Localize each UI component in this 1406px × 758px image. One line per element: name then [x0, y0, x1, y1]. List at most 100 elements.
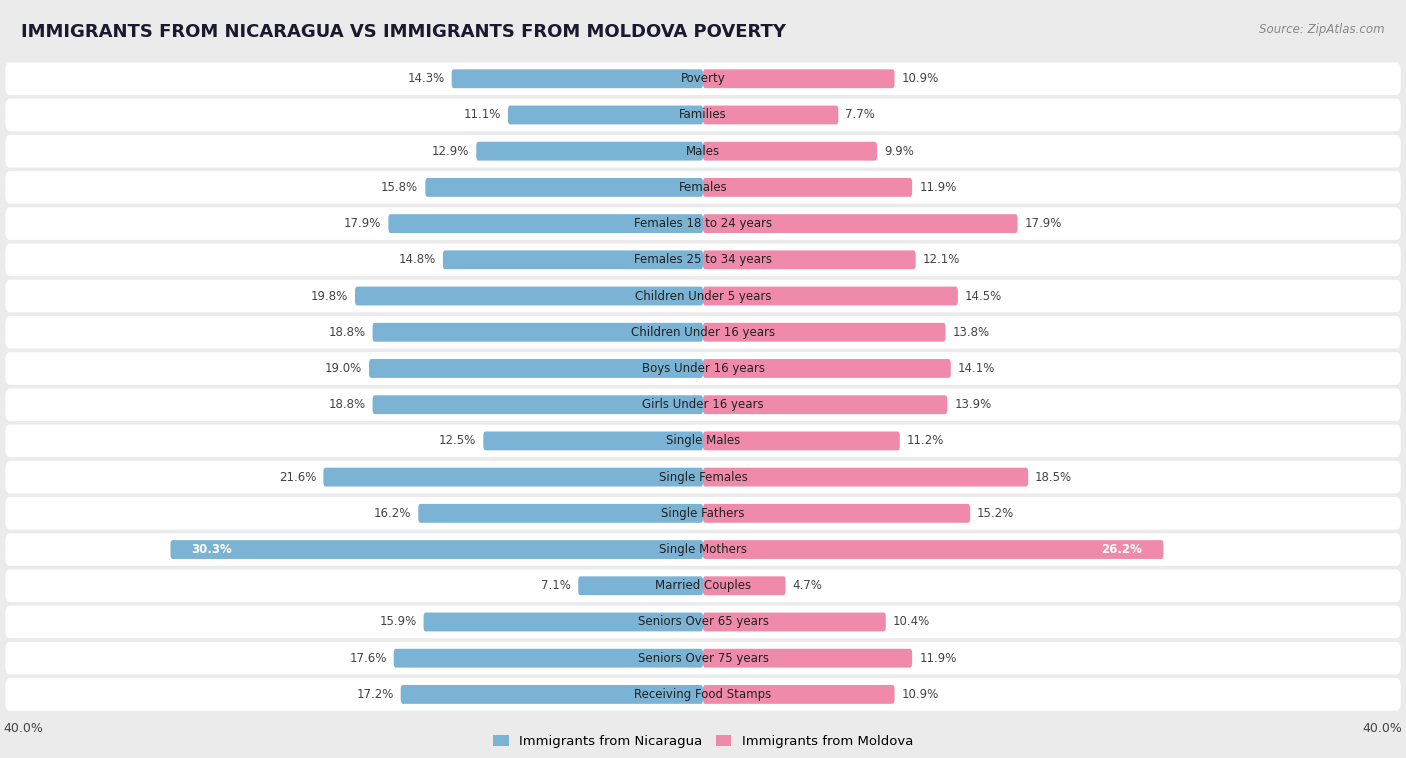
FancyBboxPatch shape: [170, 540, 703, 559]
FancyBboxPatch shape: [6, 316, 1400, 349]
Text: 7.7%: 7.7%: [845, 108, 875, 121]
FancyBboxPatch shape: [6, 678, 1400, 711]
Text: Males: Males: [686, 145, 720, 158]
FancyBboxPatch shape: [354, 287, 703, 305]
FancyBboxPatch shape: [373, 323, 703, 342]
FancyBboxPatch shape: [703, 105, 838, 124]
Text: 11.9%: 11.9%: [920, 652, 956, 665]
Text: Families: Families: [679, 108, 727, 121]
Text: Females: Females: [679, 181, 727, 194]
Text: 14.8%: 14.8%: [399, 253, 436, 266]
Text: 14.5%: 14.5%: [965, 290, 1002, 302]
Text: 12.9%: 12.9%: [432, 145, 470, 158]
FancyBboxPatch shape: [6, 606, 1400, 638]
Text: Single Males: Single Males: [666, 434, 740, 447]
Text: 12.1%: 12.1%: [922, 253, 960, 266]
Text: 10.4%: 10.4%: [893, 615, 929, 628]
FancyBboxPatch shape: [6, 208, 1400, 240]
Text: Seniors Over 75 years: Seniors Over 75 years: [637, 652, 769, 665]
FancyBboxPatch shape: [6, 497, 1400, 530]
Text: Married Couples: Married Couples: [655, 579, 751, 592]
FancyBboxPatch shape: [703, 69, 894, 88]
FancyBboxPatch shape: [6, 352, 1400, 385]
FancyBboxPatch shape: [703, 250, 915, 269]
FancyBboxPatch shape: [703, 540, 1164, 559]
Text: 11.2%: 11.2%: [907, 434, 945, 447]
Text: 18.8%: 18.8%: [329, 326, 366, 339]
FancyBboxPatch shape: [703, 287, 957, 305]
FancyBboxPatch shape: [6, 642, 1400, 675]
Text: 12.5%: 12.5%: [439, 434, 477, 447]
FancyBboxPatch shape: [443, 250, 703, 269]
Text: Single Mothers: Single Mothers: [659, 543, 747, 556]
Text: 7.1%: 7.1%: [541, 579, 571, 592]
FancyBboxPatch shape: [703, 576, 786, 595]
FancyBboxPatch shape: [703, 215, 1018, 233]
Text: 9.9%: 9.9%: [884, 145, 914, 158]
Text: 17.9%: 17.9%: [344, 217, 381, 230]
FancyBboxPatch shape: [6, 569, 1400, 602]
FancyBboxPatch shape: [703, 468, 1028, 487]
FancyBboxPatch shape: [6, 99, 1400, 131]
FancyBboxPatch shape: [388, 215, 703, 233]
Legend: Immigrants from Nicaragua, Immigrants from Moldova: Immigrants from Nicaragua, Immigrants fr…: [492, 735, 914, 747]
FancyBboxPatch shape: [703, 504, 970, 523]
Text: Children Under 16 years: Children Under 16 years: [631, 326, 775, 339]
Text: 4.7%: 4.7%: [793, 579, 823, 592]
FancyBboxPatch shape: [703, 649, 912, 668]
FancyBboxPatch shape: [703, 395, 948, 414]
Text: 15.8%: 15.8%: [381, 181, 419, 194]
Text: 18.5%: 18.5%: [1035, 471, 1073, 484]
FancyBboxPatch shape: [6, 461, 1400, 493]
FancyBboxPatch shape: [394, 649, 703, 668]
FancyBboxPatch shape: [6, 424, 1400, 457]
FancyBboxPatch shape: [6, 280, 1400, 312]
Text: Females 25 to 34 years: Females 25 to 34 years: [634, 253, 772, 266]
Text: 14.3%: 14.3%: [408, 72, 444, 85]
Text: 10.9%: 10.9%: [901, 688, 939, 701]
Text: Children Under 5 years: Children Under 5 years: [634, 290, 772, 302]
Text: 30.3%: 30.3%: [191, 543, 232, 556]
Text: Source: ZipAtlas.com: Source: ZipAtlas.com: [1260, 23, 1385, 36]
Text: 11.1%: 11.1%: [464, 108, 501, 121]
Text: 13.8%: 13.8%: [953, 326, 990, 339]
FancyBboxPatch shape: [323, 468, 703, 487]
FancyBboxPatch shape: [6, 388, 1400, 421]
Text: 18.8%: 18.8%: [329, 398, 366, 411]
FancyBboxPatch shape: [703, 142, 877, 161]
Text: 11.9%: 11.9%: [920, 181, 956, 194]
Text: 17.6%: 17.6%: [349, 652, 387, 665]
FancyBboxPatch shape: [423, 612, 703, 631]
Text: 16.2%: 16.2%: [374, 507, 412, 520]
FancyBboxPatch shape: [703, 431, 900, 450]
FancyBboxPatch shape: [477, 142, 703, 161]
Text: IMMIGRANTS FROM NICARAGUA VS IMMIGRANTS FROM MOLDOVA POVERTY: IMMIGRANTS FROM NICARAGUA VS IMMIGRANTS …: [21, 23, 786, 41]
FancyBboxPatch shape: [703, 359, 950, 378]
Text: 40.0%: 40.0%: [4, 722, 44, 735]
Text: 15.9%: 15.9%: [380, 615, 416, 628]
Text: Receiving Food Stamps: Receiving Food Stamps: [634, 688, 772, 701]
FancyBboxPatch shape: [6, 534, 1400, 565]
FancyBboxPatch shape: [703, 612, 886, 631]
Text: 19.8%: 19.8%: [311, 290, 349, 302]
Text: 14.1%: 14.1%: [957, 362, 995, 375]
Text: 17.9%: 17.9%: [1025, 217, 1062, 230]
FancyBboxPatch shape: [401, 685, 703, 704]
Text: 10.9%: 10.9%: [901, 72, 939, 85]
FancyBboxPatch shape: [6, 171, 1400, 204]
FancyBboxPatch shape: [373, 395, 703, 414]
FancyBboxPatch shape: [425, 178, 703, 197]
Text: Females 18 to 24 years: Females 18 to 24 years: [634, 217, 772, 230]
Text: 17.2%: 17.2%: [356, 688, 394, 701]
Text: Single Females: Single Females: [658, 471, 748, 484]
FancyBboxPatch shape: [703, 323, 945, 342]
FancyBboxPatch shape: [508, 105, 703, 124]
FancyBboxPatch shape: [703, 178, 912, 197]
FancyBboxPatch shape: [419, 504, 703, 523]
FancyBboxPatch shape: [6, 243, 1400, 276]
Text: 26.2%: 26.2%: [1101, 543, 1142, 556]
FancyBboxPatch shape: [578, 576, 703, 595]
FancyBboxPatch shape: [703, 685, 894, 704]
FancyBboxPatch shape: [484, 431, 703, 450]
Text: Boys Under 16 years: Boys Under 16 years: [641, 362, 765, 375]
